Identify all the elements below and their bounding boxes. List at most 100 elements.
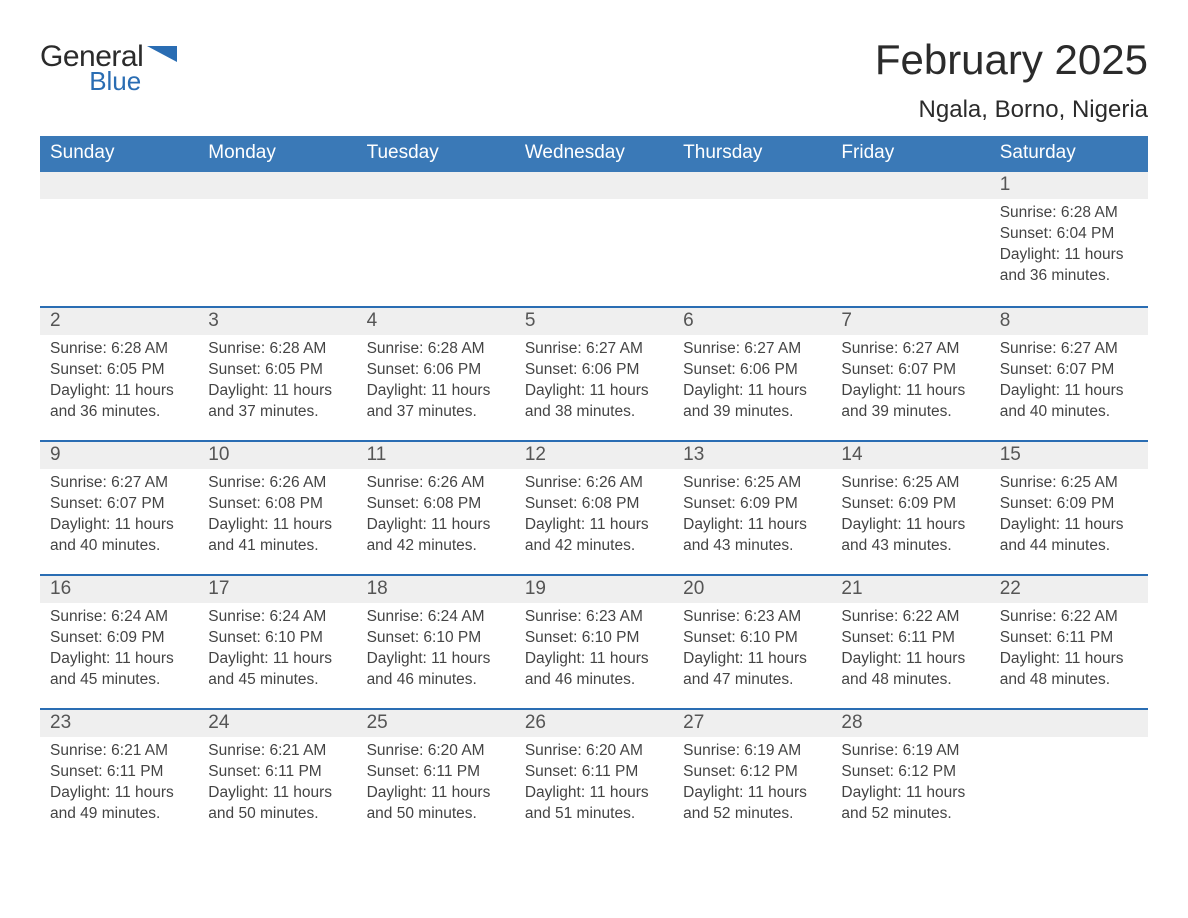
day-info-sunset: Sunset: 6:04 PM — [1000, 224, 1138, 245]
day-info-sunset: Sunset: 6:10 PM — [683, 628, 821, 649]
day-info: Sunrise: 6:28 AMSunset: 6:06 PMDaylight:… — [367, 339, 505, 423]
brand-logo: General Blue — [40, 42, 177, 94]
day-info-daylight2: and 42 minutes. — [367, 536, 505, 557]
day-info-daylight1: Daylight: 11 hours — [367, 381, 505, 402]
day-number: 3 — [198, 308, 356, 335]
day-info: Sunrise: 6:25 AMSunset: 6:09 PMDaylight:… — [683, 473, 821, 557]
day-info-daylight1: Daylight: 11 hours — [50, 783, 188, 804]
header-row: General Blue February 2025 Ngala, Borno,… — [40, 36, 1148, 124]
day-number: 1 — [990, 172, 1148, 199]
day-info: Sunrise: 6:28 AMSunset: 6:04 PMDaylight:… — [1000, 203, 1138, 287]
day-info: Sunrise: 6:19 AMSunset: 6:12 PMDaylight:… — [683, 741, 821, 825]
day-cell — [831, 172, 989, 306]
day-info-sunrise: Sunrise: 6:19 AM — [841, 741, 979, 762]
day-info-daylight2: and 48 minutes. — [1000, 670, 1138, 691]
day-cell: 4 Sunrise: 6:28 AMSunset: 6:06 PMDaylight… — [357, 308, 515, 440]
day-number: 23 — [40, 710, 198, 737]
day-number: 25 — [357, 710, 515, 737]
day-cell: 24Sunrise: 6:21 AMSunset: 6:11 PMDayligh… — [198, 710, 356, 842]
day-info: Sunrise: 6:22 AMSunset: 6:11 PMDaylight:… — [1000, 607, 1138, 691]
day-number: 28 — [831, 710, 989, 737]
day-number: 27 — [673, 710, 831, 737]
day-info-sunrise: Sunrise: 6:28 AM — [367, 339, 505, 360]
day-info-daylight1: Daylight: 11 hours — [841, 515, 979, 536]
day-info-daylight1: Daylight: 11 hours — [841, 381, 979, 402]
brand-name-part2: Blue — [89, 68, 143, 94]
day-info: Sunrise: 6:27 AMSunset: 6:07 PMDaylight:… — [50, 473, 188, 557]
day-info: Sunrise: 6:26 AMSunset: 6:08 PMDaylight:… — [367, 473, 505, 557]
day-info-sunrise: Sunrise: 6:19 AM — [683, 741, 821, 762]
day-info: Sunrise: 6:21 AMSunset: 6:11 PMDaylight:… — [50, 741, 188, 825]
day-cell: 5Sunrise: 6:27 AMSunset: 6:06 PMDaylight… — [515, 308, 673, 440]
day-cell: 23 Sunrise: 6:21 AMSunset: 6:11 PMDayligh… — [40, 710, 198, 842]
day-number: 11 — [357, 442, 515, 469]
weekday-header-row: SundayMondayTuesdayWednesdayThursdayFrid… — [40, 136, 1148, 172]
day-info: Sunrise: 6:27 AMSunset: 6:06 PMDaylight:… — [683, 339, 821, 423]
day-number: 8 — [990, 308, 1148, 335]
day-info-sunrise: Sunrise: 6:27 AM — [683, 339, 821, 360]
day-info-sunset: Sunset: 6:05 PM — [208, 360, 346, 381]
week-row: 2Sunrise: 6:28 AMSunset: 6:05 PMDaylight… — [40, 306, 1148, 440]
day-cell: 6Sunrise: 6:27 AMSunset: 6:06 PMDaylight… — [673, 308, 831, 440]
day-info-daylight2: and 50 minutes. — [367, 804, 505, 825]
day-info-sunset: Sunset: 6:09 PM — [683, 494, 821, 515]
day-info-sunrise: Sunrise: 6:27 AM — [525, 339, 663, 360]
day-info-sunset: Sunset: 6:10 PM — [367, 628, 505, 649]
day-info-daylight2: and 46 minutes. — [525, 670, 663, 691]
day-cell: 17Sunrise: 6:24 AMSunset: 6:10 PMDayligh… — [198, 576, 356, 708]
day-info-sunrise: Sunrise: 6:24 AM — [208, 607, 346, 628]
day-info-sunset: Sunset: 6:08 PM — [525, 494, 663, 515]
day-info-sunset: Sunset: 6:09 PM — [1000, 494, 1138, 515]
day-info-daylight1: Daylight: 11 hours — [1000, 649, 1138, 670]
day-cell: 9Sunrise: 6:27 AMSunset: 6:07 PMDaylight… — [40, 442, 198, 574]
day-number: 24 — [198, 710, 356, 737]
calendar-grid: SundayMondayTuesdayWednesdayThursdayFrid… — [40, 136, 1148, 842]
day-info-daylight1: Daylight: 11 hours — [683, 515, 821, 536]
day-cell — [673, 172, 831, 306]
day-info-sunset: Sunset: 6:11 PM — [367, 762, 505, 783]
day-info-daylight2: and 51 minutes. — [525, 804, 663, 825]
day-info-daylight1: Daylight: 11 hours — [367, 783, 505, 804]
day-cell — [515, 172, 673, 306]
day-info: Sunrise: 6:20 AMSunset: 6:11 PMDaylight:… — [525, 741, 663, 825]
weekday-header-cell: Tuesday — [357, 136, 515, 172]
day-info-daylight2: and 52 minutes. — [841, 804, 979, 825]
day-info-sunset: Sunset: 6:12 PM — [683, 762, 821, 783]
day-info-daylight2: and 38 minutes. — [525, 402, 663, 423]
day-cell: 1 Sunrise: 6:28 AMSunset: 6:04 PMDaylight… — [990, 172, 1148, 306]
day-info-sunset: Sunset: 6:11 PM — [841, 628, 979, 649]
day-info: Sunrise: 6:20 AMSunset: 6:11 PMDaylight:… — [367, 741, 505, 825]
day-info: Sunrise: 6:19 AMSunset: 6:12 PMDaylight:… — [841, 741, 979, 825]
day-cell: 8Sunrise: 6:27 AMSunset: 6:07 PMDaylight… — [990, 308, 1148, 440]
day-info-sunrise: Sunrise: 6:28 AM — [50, 339, 188, 360]
day-info-daylight1: Daylight: 11 hours — [1000, 245, 1138, 266]
day-cell: 10Sunrise: 6:26 AMSunset: 6:08 PMDayligh… — [198, 442, 356, 574]
day-info-sunrise: Sunrise: 6:22 AM — [841, 607, 979, 628]
day-info-daylight2: and 45 minutes. — [50, 670, 188, 691]
day-number — [40, 172, 198, 199]
day-info-daylight1: Daylight: 11 hours — [841, 649, 979, 670]
day-info-sunrise: Sunrise: 6:26 AM — [525, 473, 663, 494]
day-info-sunrise: Sunrise: 6:21 AM — [50, 741, 188, 762]
day-info-daylight2: and 36 minutes. — [1000, 266, 1138, 287]
weekday-header-cell: Thursday — [673, 136, 831, 172]
day-info-daylight2: and 47 minutes. — [683, 670, 821, 691]
day-number: 18 — [357, 576, 515, 603]
day-info: Sunrise: 6:22 AMSunset: 6:11 PMDaylight:… — [841, 607, 979, 691]
day-cell: 28 Sunrise: 6:19 AMSunset: 6:12 PMDayligh… — [831, 710, 989, 842]
day-info-daylight2: and 40 minutes. — [1000, 402, 1138, 423]
weekday-header-cell: Wednesday — [515, 136, 673, 172]
day-info: Sunrise: 6:26 AMSunset: 6:08 PMDaylight:… — [208, 473, 346, 557]
day-number — [357, 172, 515, 199]
title-block: February 2025 Ngala, Borno, Nigeria — [875, 36, 1148, 124]
day-number — [198, 172, 356, 199]
day-number: 21 — [831, 576, 989, 603]
day-number: 4 — [357, 308, 515, 335]
day-info-daylight2: and 43 minutes. — [683, 536, 821, 557]
day-info-sunset: Sunset: 6:05 PM — [50, 360, 188, 381]
day-cell: 11 Sunrise: 6:26 AMSunset: 6:08 PMDayligh… — [357, 442, 515, 574]
day-info-sunrise: Sunrise: 6:20 AM — [525, 741, 663, 762]
day-info-sunrise: Sunrise: 6:22 AM — [1000, 607, 1138, 628]
day-info-sunrise: Sunrise: 6:27 AM — [1000, 339, 1138, 360]
day-info: Sunrise: 6:23 AMSunset: 6:10 PMDaylight:… — [525, 607, 663, 691]
